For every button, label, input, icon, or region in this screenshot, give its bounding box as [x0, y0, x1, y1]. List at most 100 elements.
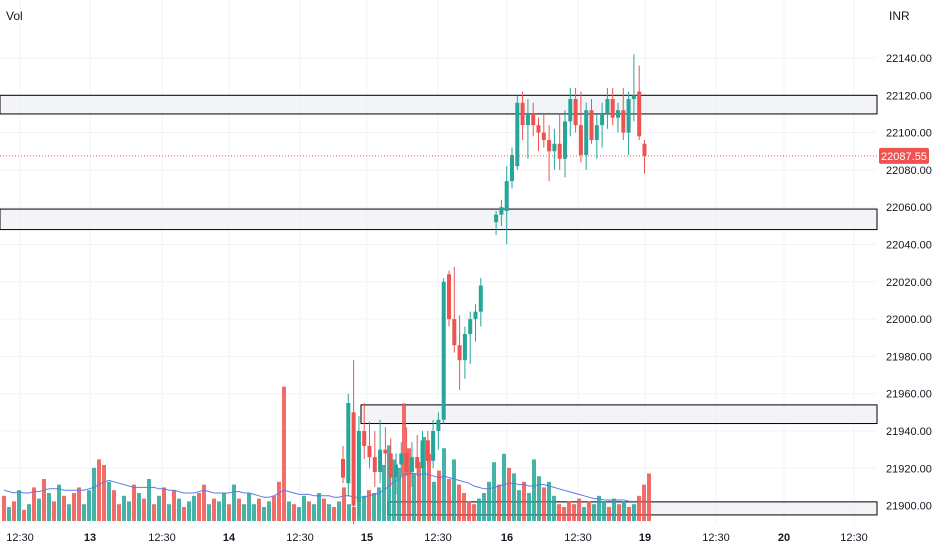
- time-tick-label: 12:30: [6, 532, 34, 544]
- volume-bar: [522, 481, 526, 521]
- candle-body: [420, 440, 425, 469]
- volume-bar: [467, 501, 471, 521]
- volume-bar: [152, 504, 156, 521]
- volume-bar: [207, 504, 211, 521]
- volume-bar: [127, 501, 131, 521]
- candle-body: [552, 143, 557, 152]
- candle-body: [399, 453, 404, 465]
- lower-zone: [360, 404, 878, 425]
- price-tick-label: 22120.00: [886, 90, 932, 102]
- volume-bar: [232, 484, 236, 521]
- volume-bar: [502, 453, 506, 521]
- volume-bar: [137, 493, 141, 521]
- volume-bar: [22, 509, 26, 521]
- volume-bar: [57, 484, 61, 521]
- volume-bar: [307, 501, 311, 521]
- price-tick-label: 21900.00: [886, 501, 932, 513]
- currency-label[interactable]: INR: [889, 9, 910, 23]
- volume-bar: [457, 484, 461, 521]
- volume-bar: [122, 495, 126, 521]
- volume-bar: [542, 487, 546, 521]
- volume-bar: [52, 501, 56, 521]
- volume-bar: [92, 467, 96, 521]
- volume-bar: [82, 504, 86, 521]
- volume-bar: [637, 495, 641, 521]
- volume-bar: [362, 495, 366, 521]
- price-tick-label: 22040.00: [886, 240, 932, 252]
- candle-body: [346, 403, 351, 484]
- candle-body: [372, 457, 377, 473]
- candle-body: [594, 125, 599, 141]
- volume-label: Vol: [6, 9, 23, 23]
- volume-bar: [267, 501, 271, 521]
- volume-bar: [67, 504, 71, 521]
- volume-bar: [222, 493, 226, 521]
- candle-body: [462, 334, 467, 361]
- candle-body: [600, 113, 605, 126]
- volume-bar: [172, 490, 176, 521]
- volume-bar: [507, 467, 511, 521]
- price-tick-label: 21980.00: [886, 351, 932, 363]
- volume-bar: [432, 481, 436, 521]
- volume-bar: [487, 481, 491, 521]
- price-axis[interactable]: 22140.00 22120.00 22100.00 22080.00 22060.00…: [879, 53, 932, 513]
- time-tick-label: 12:30: [702, 532, 730, 544]
- volume-bar: [627, 507, 631, 521]
- volume-bar: [582, 507, 586, 521]
- volume-bar: [452, 459, 456, 521]
- volume-bar: [142, 498, 146, 521]
- volume-bar: [472, 504, 476, 521]
- price-tick-label: 22020.00: [886, 277, 932, 289]
- candle-body: [531, 113, 536, 126]
- candle-body: [473, 311, 478, 320]
- volume-bar: [527, 493, 531, 521]
- candle-body: [457, 345, 462, 361]
- volume-bar: [217, 501, 221, 521]
- volume-bar: [2, 495, 6, 521]
- volume-bar: [647, 473, 651, 521]
- volume-bar: [297, 507, 301, 521]
- time-tick-label: 12:30: [840, 532, 868, 544]
- volume-bar: [37, 498, 41, 521]
- volume-bar: [72, 493, 76, 521]
- volume-bar: [237, 498, 241, 521]
- volume-bar: [372, 493, 376, 521]
- volume-bar: [287, 501, 291, 521]
- time-tick-label: 14: [223, 532, 236, 544]
- volume-bar: [397, 467, 401, 521]
- candle-body: [568, 99, 573, 122]
- volume-bar: [517, 490, 521, 521]
- volume-bar: [317, 493, 321, 521]
- volume-bar: [262, 507, 266, 521]
- volume-bar: [227, 504, 231, 521]
- volume-bar: [592, 504, 596, 521]
- volume-bar: [27, 504, 31, 521]
- candle-body: [563, 121, 567, 159]
- volume-bar: [197, 493, 201, 521]
- candle-body: [621, 110, 626, 133]
- candle-body: [415, 457, 420, 469]
- volume-bar: [282, 386, 286, 521]
- volume-bar: [567, 501, 571, 521]
- volume-bar: [162, 487, 166, 521]
- volume-bar: [402, 403, 406, 521]
- volume-layer: [2, 386, 651, 521]
- candle-body: [341, 458, 345, 478]
- volume-bar: [102, 465, 106, 521]
- volume-bar: [327, 504, 331, 521]
- volume-bar: [77, 487, 81, 521]
- volume-bar: [332, 507, 336, 521]
- volume-bar: [442, 448, 446, 521]
- time-tick-label: 16: [501, 532, 513, 544]
- time-tick-label: 12:30: [148, 532, 176, 544]
- candle-body: [573, 99, 578, 126]
- candle-body: [356, 431, 361, 502]
- candle-body: [351, 412, 356, 506]
- volume-bar: [492, 462, 496, 521]
- candle-body: [431, 431, 436, 461]
- time-axis[interactable]: 12:30 13 12:30 14 12:30 15 12:30 16 12:30 19 12:30…: [6, 532, 868, 544]
- time-tick-label: 12:30: [286, 532, 314, 544]
- price-tick-label: 22100.00: [886, 128, 932, 140]
